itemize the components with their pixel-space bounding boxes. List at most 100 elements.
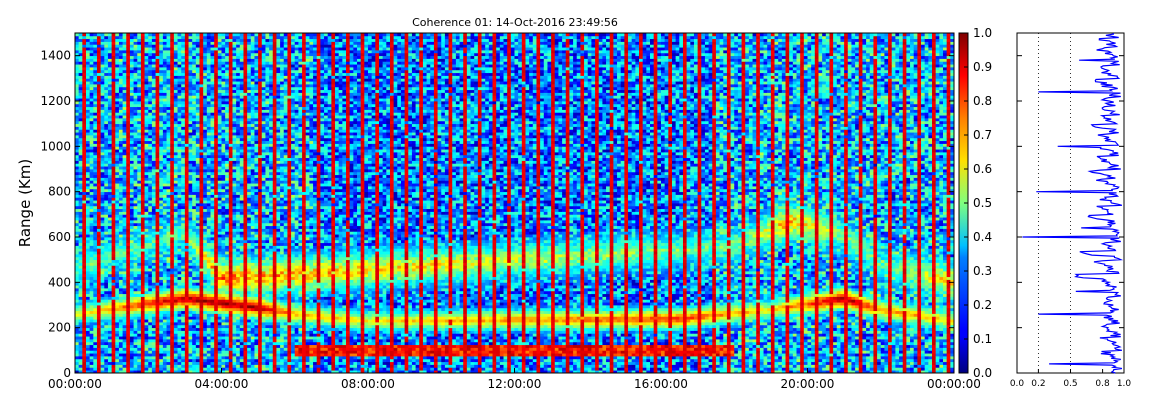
- heatmap-cell: [126, 324, 131, 329]
- heatmap-cell: [184, 313, 189, 317]
- heatmap-cell: [115, 370, 120, 373]
- heatmap-cell: [217, 78, 222, 82]
- heatmap-cell: [203, 169, 208, 173]
- heatmap-cell: [122, 228, 127, 232]
- heatmap-cell: [111, 322, 116, 326]
- heatmap-cell: [144, 123, 149, 127]
- heatmap-cell: [107, 186, 113, 190]
- heatmap-cell: [78, 245, 83, 249]
- heatmap-cell: [217, 350, 222, 354]
- heatmap-cell: [137, 106, 142, 110]
- heatmap-cell: [93, 120, 98, 125]
- heatmap-cell: [126, 228, 131, 232]
- heatmap-cell: [96, 81, 102, 85]
- heatmap-cell: [137, 177, 142, 181]
- heatmap-cell: [115, 339, 120, 343]
- heatmap-cell: [118, 72, 124, 76]
- heatmap-cell: [188, 188, 193, 193]
- heatmap-cell: [115, 163, 120, 167]
- heatmap-cell: [159, 81, 164, 85]
- heatmap-cell: [225, 205, 230, 210]
- heatmap-cell: [195, 120, 200, 125]
- heatmap-cell: [93, 239, 98, 244]
- heatmap-cell: [100, 262, 105, 266]
- heatmap-cell: [210, 166, 215, 170]
- heatmap-cell: [104, 333, 109, 337]
- heatmap-cell: [195, 191, 200, 195]
- heatmap-cell: [148, 341, 153, 346]
- heatmap-cell: [82, 112, 87, 116]
- heatmap-cell: [115, 242, 120, 246]
- heatmap-cell: [225, 356, 230, 360]
- heatmap-cell: [210, 350, 215, 354]
- heatmap-cell: [107, 299, 113, 303]
- heatmap-cell: [144, 203, 149, 207]
- heatmap-cell: [85, 327, 91, 331]
- heatmap-cell: [140, 344, 145, 348]
- heatmap-cell: [137, 157, 142, 161]
- heatmap-cell: [221, 222, 226, 227]
- heatmap-cell: [217, 118, 222, 122]
- heatmap-cell: [195, 356, 200, 360]
- heatmap-cell: [148, 353, 153, 357]
- heatmap-cell: [170, 78, 175, 82]
- heatmap-cell: [122, 276, 127, 280]
- heatmap-cell: [217, 234, 222, 238]
- heatmap-cell: [192, 72, 197, 76]
- heatmap-cell: [151, 271, 156, 275]
- heatmap-cell: [225, 276, 230, 280]
- heatmap-cell: [173, 367, 178, 371]
- heatmap-cell: [166, 307, 171, 312]
- heatmap-cell: [162, 205, 167, 210]
- heatmap-cell: [100, 78, 105, 82]
- heatmap-cell: [155, 197, 160, 201]
- heatmap-cell: [151, 239, 156, 244]
- heatmap-cell: [89, 256, 94, 261]
- heatmap-cell: [192, 86, 197, 91]
- heatmap-cell: [89, 265, 94, 269]
- heatmap-cell: [126, 239, 131, 244]
- heatmap-cell: [210, 92, 215, 96]
- heatmap-cell: [177, 256, 182, 261]
- heatmap-cell: [140, 58, 145, 62]
- heatmap-cell: [133, 350, 138, 354]
- heatmap-cell: [221, 169, 226, 173]
- heatmap-cell: [192, 310, 197, 314]
- heatmap-cell: [217, 356, 222, 360]
- heatmap-cell: [93, 333, 98, 337]
- heatmap-cell: [188, 69, 193, 74]
- heatmap-cell: [96, 367, 102, 371]
- heatmap-cell: [210, 288, 215, 292]
- heatmap-cell: [126, 84, 131, 88]
- heatmap-cell: [217, 293, 222, 297]
- heatmap-cell: [184, 214, 189, 218]
- heatmap-cell: [203, 33, 208, 37]
- heatmap-cell: [111, 356, 116, 360]
- heatmap-cell: [162, 186, 167, 190]
- heatmap-cell: [159, 44, 164, 48]
- heatmap-cell: [192, 112, 197, 116]
- heatmap-cell: [93, 350, 98, 354]
- heatmap-cell: [85, 336, 91, 340]
- heatmap-cell: [104, 84, 109, 88]
- heatmap-cell: [184, 194, 189, 198]
- heatmap-cell: [82, 191, 87, 195]
- heatmap-cell: [148, 310, 153, 314]
- heatmap-cell: [214, 163, 219, 167]
- heatmap-cell: [162, 364, 167, 368]
- heatmap-cell: [140, 333, 145, 337]
- heatmap-cell: [162, 52, 167, 57]
- heatmap-cell: [195, 160, 200, 164]
- heatmap-cell: [140, 61, 145, 65]
- heatmap-cell: [206, 279, 211, 283]
- heatmap-cell: [217, 344, 222, 348]
- heatmap-cell: [214, 38, 219, 42]
- heatmap-cell: [155, 217, 160, 221]
- heatmap-cell: [82, 55, 87, 59]
- heatmap-cell: [177, 95, 182, 99]
- heatmap-cell: [155, 78, 160, 82]
- heatmap-cell: [82, 279, 87, 283]
- heatmap-cell: [166, 84, 171, 88]
- heatmap-cell: [151, 126, 156, 130]
- heatmap-cell: [148, 44, 153, 48]
